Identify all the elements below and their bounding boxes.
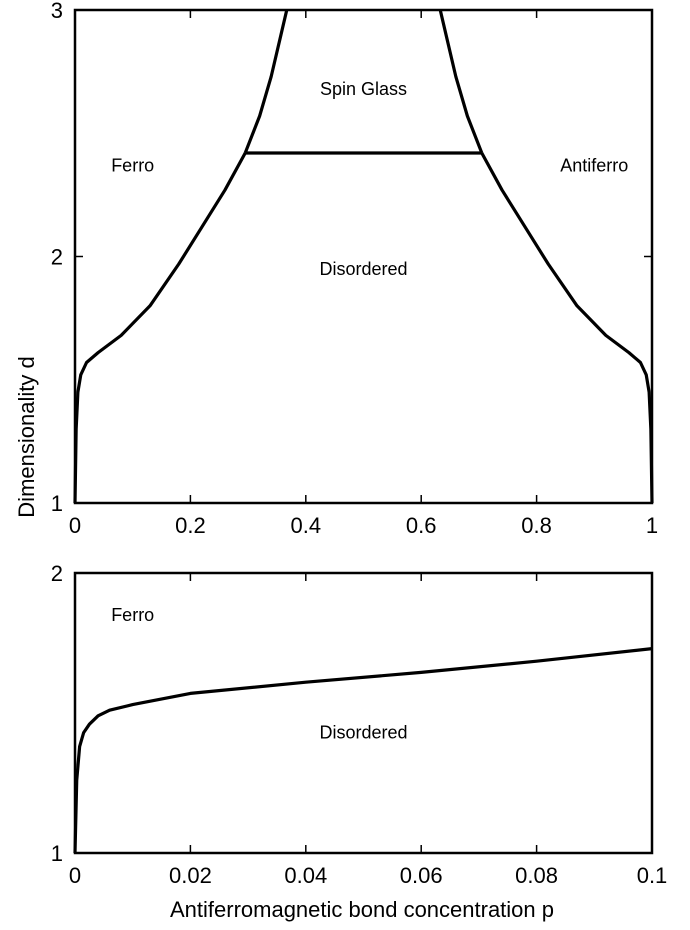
y-tick-label: 2 xyxy=(51,245,63,270)
x-tick-label: 0.4 xyxy=(291,513,322,538)
region-label-disordered: Disordered xyxy=(319,723,407,743)
top-region-labels: Ferro Spin Glass Antiferro Disordered xyxy=(111,79,628,279)
region-label-disordered: Disordered xyxy=(319,259,407,279)
y-tick-label: 1 xyxy=(51,491,63,516)
bottom-phase-boundary xyxy=(73,647,653,854)
x-tick-label: 0.8 xyxy=(521,513,552,538)
phase-boundary-line-0 xyxy=(73,152,247,504)
x-tick-label: 1 xyxy=(646,513,658,538)
y-tick-label: 1 xyxy=(51,841,63,866)
region-label-ferro: Ferro xyxy=(111,155,154,175)
x-tick-label: 0.04 xyxy=(284,863,327,888)
y-axis-title: Dimensionality d xyxy=(14,356,39,517)
x-tick-label: 0.08 xyxy=(515,863,558,888)
y-tick-label: 2 xyxy=(51,561,63,586)
top-axis-ticks: 0 0.2 0.4 0.6 0.8 1 1 2 3 xyxy=(51,0,658,538)
y-tick-label: 3 xyxy=(51,0,63,23)
phase-boundary-line-1 xyxy=(243,9,289,154)
top-phase-boundaries xyxy=(73,9,654,504)
phase-boundary-line-4 xyxy=(480,152,654,504)
x-tick-label: 0.1 xyxy=(637,863,668,888)
bottom-region-labels: Ferro Disordered xyxy=(111,605,407,743)
bottom-axis-ticks: 0 0.02 0.04 0.06 0.08 0.1 1 2 xyxy=(51,561,668,888)
x-tick-label: 0 xyxy=(69,863,81,888)
x-tick-label: 0.6 xyxy=(406,513,437,538)
x-axis-title: Antiferromagnetic bond concentration p xyxy=(170,897,554,922)
region-label-antiferro: Antiferro xyxy=(560,155,628,175)
region-label-spin-glass: Spin Glass xyxy=(320,79,407,99)
x-tick-label: 0 xyxy=(69,513,81,538)
bottom-plot-frame xyxy=(73,571,654,855)
region-label-ferro: Ferro xyxy=(111,605,154,625)
x-tick-label: 0.06 xyxy=(400,863,443,888)
x-tick-label: 0.02 xyxy=(169,863,212,888)
x-tick-label: 0.2 xyxy=(175,513,206,538)
phase-boundary-line-0 xyxy=(73,647,653,854)
phase-boundary-line-3 xyxy=(438,9,484,154)
